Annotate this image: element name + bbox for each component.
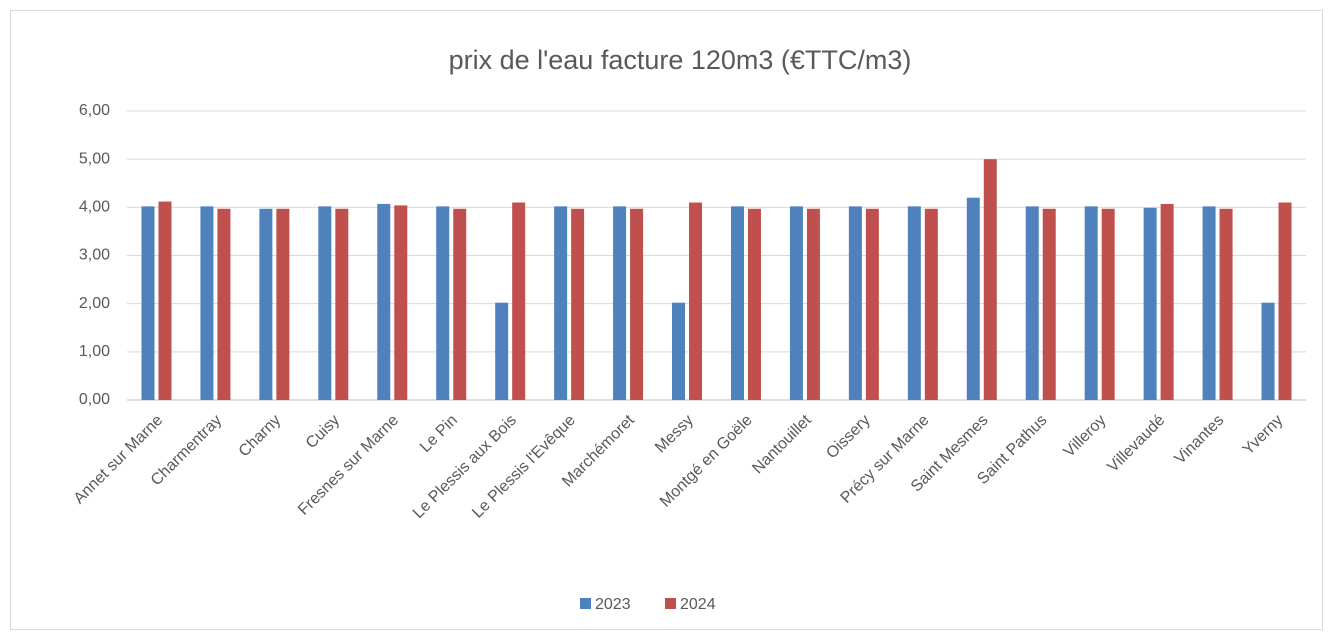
bar	[907, 206, 921, 400]
bar	[966, 197, 980, 400]
y-tick-label: 3,00	[79, 247, 110, 264]
bar	[436, 206, 450, 400]
bar	[394, 205, 408, 400]
bar	[924, 208, 938, 400]
y-tick-label: 2,00	[79, 295, 110, 312]
bar	[512, 202, 526, 400]
y-tick-label: 5,00	[79, 150, 110, 167]
bar	[1219, 208, 1233, 400]
bar	[672, 302, 686, 400]
bar	[613, 206, 627, 400]
y-tick-label: 1,00	[79, 343, 110, 360]
bar	[495, 302, 509, 400]
bar	[571, 208, 585, 400]
bar	[1025, 206, 1039, 400]
legend-label: 2023	[595, 596, 631, 613]
bar	[259, 208, 273, 400]
bar	[158, 201, 172, 400]
bar	[200, 206, 214, 400]
bar	[554, 206, 568, 400]
bar	[1160, 203, 1174, 400]
bar	[983, 159, 997, 400]
bar	[689, 202, 703, 400]
bar	[335, 208, 349, 400]
y-tick-label: 4,00	[79, 199, 110, 216]
bar	[276, 208, 290, 400]
bar	[377, 203, 391, 400]
y-tick-label: 0,00	[79, 391, 110, 408]
legend-swatch	[580, 598, 591, 609]
bar	[1143, 207, 1157, 400]
bar	[865, 208, 879, 400]
bar	[217, 208, 231, 400]
bar	[806, 208, 820, 400]
bar	[1202, 206, 1216, 400]
bar	[318, 206, 332, 400]
bar	[630, 208, 644, 400]
bar	[789, 206, 803, 400]
bar	[453, 208, 467, 400]
bar	[1261, 302, 1275, 400]
bar	[747, 208, 761, 400]
bar	[1042, 208, 1056, 400]
bar	[848, 206, 862, 400]
legend-label: 2024	[680, 596, 716, 613]
bar	[141, 206, 155, 400]
bar	[1101, 208, 1115, 400]
y-tick-label: 6,00	[79, 102, 110, 119]
chart-title: prix de l'eau facture 120m3 (€TTC/m3)	[449, 45, 912, 75]
bar	[1084, 206, 1098, 400]
bar	[1278, 202, 1292, 400]
bar	[730, 206, 744, 400]
legend-swatch	[665, 598, 676, 609]
